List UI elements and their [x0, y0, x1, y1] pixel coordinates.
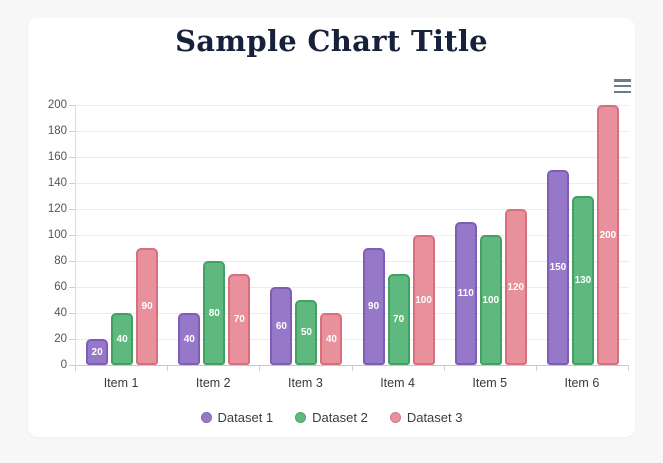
bar-value-label: 120 [507, 281, 525, 293]
chart-legend: Dataset 1 Dataset 2 Dataset 3 [28, 410, 635, 425]
bar-dataset-2-item-6[interactable]: 130 [571, 196, 594, 365]
x-axis-label: Item 6 [564, 376, 600, 390]
gridline [76, 339, 629, 340]
legend-label: Dataset 3 [406, 410, 463, 425]
bar-dataset-3-item-3[interactable]: 40 [320, 313, 343, 365]
gridline [76, 131, 629, 132]
bar-dataset-2-item-1[interactable]: 40 [111, 313, 134, 365]
bar-value-label: 40 [183, 333, 195, 345]
y-axis-label: 40 [54, 307, 67, 319]
y-axis-tick [69, 183, 75, 184]
bar-dataset-3-item-2[interactable]: 70 [228, 274, 251, 365]
x-axis-tick [443, 366, 445, 371]
chart-card: Sample Chart Title 0 20 40 60 80 100 120 140 160… [28, 18, 635, 437]
x-axis-tick [259, 366, 261, 371]
bar-dataset-2-item-2[interactable]: 80 [203, 261, 226, 365]
x-axis-tick [167, 366, 169, 371]
x-axis-tick [628, 366, 629, 371]
bar-value-label: 80 [208, 307, 220, 319]
bar-value-label: 100 [415, 294, 432, 306]
bar-value-label: 50 [300, 327, 312, 338]
x-axis-label: Item 2 [195, 376, 231, 390]
bar-dataset-1-item-1[interactable]: 20 [86, 339, 109, 365]
bar-value-label: 200 [599, 229, 617, 241]
legend-marker [295, 412, 307, 423]
bar-dataset-3-item-1[interactable]: 90 [136, 248, 159, 365]
hamburger-line [614, 90, 631, 93]
y-axis-tick [69, 209, 75, 210]
bar-value-label: 20 [91, 346, 103, 358]
bar-value-label: 70 [393, 314, 405, 325]
y-axis-label: 120 [47, 203, 67, 215]
bar-value-label: 90 [141, 301, 153, 312]
bar-dataset-1-item-4[interactable]: 90 [362, 248, 385, 365]
bar-dataset-2-item-4[interactable]: 70 [387, 274, 410, 365]
x-axis-tick [535, 366, 537, 371]
y-axis-tick [69, 339, 75, 340]
gridline [76, 313, 629, 314]
y-axis-tick [69, 105, 75, 106]
gridline [76, 105, 629, 106]
bar-dataset-3-item-6[interactable]: 200 [596, 105, 619, 365]
y-axis-label: 80 [54, 255, 67, 267]
bar-dataset-1-item-6[interactable]: 150 [546, 170, 569, 365]
plot-area: 20 40 90 40 80 70 60 50 40 90 70 100 110 100 120 150 130… [75, 105, 629, 366]
gridline [76, 183, 629, 184]
gridline [76, 261, 629, 262]
legend-label: Dataset 1 [217, 410, 274, 425]
x-axis-tick [75, 366, 76, 371]
y-axis-tick [69, 131, 75, 132]
y-axis-label: 20 [54, 333, 67, 345]
legend-item-dataset-1[interactable]: Dataset 1 [200, 410, 274, 425]
y-axis-label: 160 [47, 151, 67, 163]
x-axis-label: Item 5 [472, 376, 508, 390]
bar-dataset-3-item-5[interactable]: 120 [504, 209, 527, 365]
gridline [76, 209, 629, 210]
gridline [76, 235, 629, 236]
legend-marker [200, 412, 212, 423]
bar-dataset-1-item-5[interactable]: 110 [454, 222, 477, 365]
y-axis-tick [69, 313, 75, 314]
bar-value-label: 100 [482, 294, 500, 306]
y-axis-tick [69, 235, 75, 236]
y-axis-label: 140 [47, 177, 67, 189]
legend-marker [389, 412, 401, 423]
y-axis-tick [69, 287, 75, 288]
x-axis-label: Item 4 [380, 376, 415, 390]
legend-item-dataset-2[interactable]: Dataset 2 [295, 410, 368, 425]
bar-value-label: 40 [325, 333, 337, 345]
hamburger-line [614, 79, 631, 82]
bar-dataset-3-item-4[interactable]: 100 [412, 235, 435, 365]
bar-dataset-2-item-5[interactable]: 100 [479, 235, 502, 365]
x-axis-label: Item 1 [103, 376, 139, 390]
y-axis-label: 180 [47, 125, 67, 137]
chart-title: Sample Chart Title [175, 24, 488, 58]
gridline [76, 287, 629, 288]
bar-value-label: 60 [275, 320, 287, 332]
bar-value-label: 130 [574, 275, 592, 286]
x-axis-label: Item 3 [288, 376, 323, 390]
hamburger-line [614, 84, 631, 88]
legend-item-dataset-3[interactable]: Dataset 3 [389, 410, 463, 425]
y-axis-tick [69, 261, 75, 262]
bar-value-label: 150 [549, 262, 567, 273]
legend-label: Dataset 2 [312, 410, 368, 425]
bar-value-label: 70 [233, 314, 245, 325]
y-axis-label: 0 [60, 359, 67, 371]
y-axis-label: 100 [47, 229, 67, 241]
y-axis-label: 200 [47, 99, 67, 111]
bar-value-label: 40 [116, 333, 128, 345]
y-axis-label: 60 [54, 281, 67, 293]
y-axis-tick [69, 157, 75, 158]
bar-dataset-2-item-3[interactable]: 50 [295, 300, 318, 365]
bar-value-label: 110 [457, 288, 474, 299]
x-axis-tick [351, 366, 353, 371]
bar-value-label: 90 [368, 301, 380, 312]
hamburger-menu-icon[interactable] [614, 79, 632, 93]
gridline [76, 157, 629, 158]
bar-dataset-1-item-2[interactable]: 40 [178, 313, 201, 365]
bar-dataset-1-item-3[interactable]: 60 [270, 287, 293, 365]
y-axis-tick [69, 365, 75, 366]
